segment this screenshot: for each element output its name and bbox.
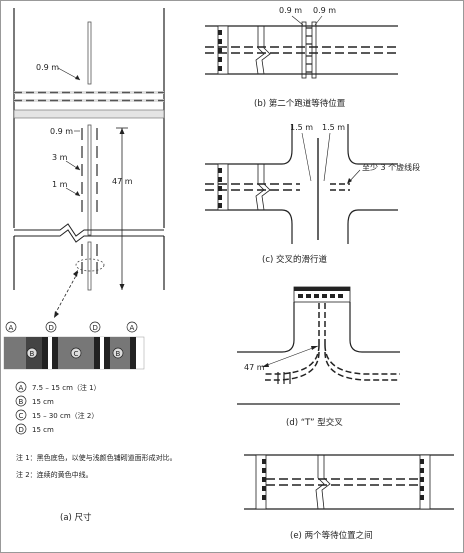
taxiway-edge-tl bbox=[205, 124, 293, 165]
caption-e: (e) 两个等待位置之间 bbox=[290, 530, 373, 541]
svg-text:A: A bbox=[19, 384, 24, 392]
panel-d-dim-47m: 47 m bbox=[244, 363, 265, 372]
centerline-top bbox=[87, 21, 92, 85]
svg-text:D: D bbox=[49, 324, 54, 332]
caption-b: (b) 第二个跑道等待位置 bbox=[254, 98, 346, 109]
t-hold-bar bbox=[293, 286, 351, 303]
legend-d-text: 15 cm bbox=[32, 426, 54, 434]
runway-hold-bar-left bbox=[217, 25, 229, 75]
break-line-lower bbox=[14, 229, 164, 243]
marker-legend: A 7.5 – 15 cm（注 1） B 15 cm C 15 – 30 cm（… bbox=[15, 381, 101, 435]
caption-d: (d) “T” 型交叉 bbox=[286, 417, 343, 428]
note-2: 注 2：连续的黄色中线。 bbox=[16, 470, 93, 479]
dim-47m-label: 47 m bbox=[112, 177, 133, 186]
panel-a: 47 m 0.9 m 0.9 m 3 m 1 m bbox=[3, 8, 177, 523]
svg-text:C: C bbox=[19, 412, 24, 420]
marker-letter-circles: A D D A B C B bbox=[5, 321, 138, 359]
panel-c-dim-right: 1.5 m bbox=[322, 123, 345, 132]
panel-c-dim-left: 1.5 m bbox=[290, 123, 313, 132]
panel-e: (e) 两个等待位置之间 bbox=[244, 454, 454, 541]
taxiway-edge-bl bbox=[205, 209, 293, 244]
svg-text:C: C bbox=[74, 350, 79, 358]
break-line-upper bbox=[14, 223, 164, 237]
legend-c-text: 15 – 30 cm（注 2） bbox=[32, 411, 98, 420]
hold-band-dashed bbox=[14, 91, 164, 102]
taxiway-edge-tr bbox=[347, 124, 398, 165]
svg-text:A: A bbox=[130, 324, 135, 332]
note-1: 注 1：黑色底色，以使与浅颜色铺砌道面形成对比。 bbox=[16, 453, 177, 462]
legend-a-text: 7.5 – 15 cm（注 1） bbox=[32, 383, 101, 392]
panel-b: 0.9 m 0.9 m (b) 第二个跑道等待位置 bbox=[205, 6, 398, 109]
hold-band-solid bbox=[13, 109, 165, 119]
dim-1m-label: 1 m bbox=[52, 180, 68, 189]
dim-3m-label: 3 m bbox=[52, 153, 68, 162]
svg-text:B: B bbox=[30, 350, 35, 358]
break-squiggle bbox=[255, 26, 265, 75]
svg-text:D: D bbox=[19, 426, 24, 434]
panel-b-dim-left: 0.9 m bbox=[279, 6, 302, 15]
taxiway-edge-br bbox=[347, 209, 398, 244]
detail-ellipse bbox=[75, 258, 105, 272]
centerline-mid bbox=[87, 124, 92, 236]
caption-a: (a) 尺寸 bbox=[60, 512, 92, 523]
centerline-lower bbox=[87, 241, 92, 291]
legend-b-text: 15 cm bbox=[32, 398, 54, 406]
panel-c-annotation: 至少 3 个虚线段 bbox=[362, 162, 420, 172]
dim-09m-top-label: 0.9 m bbox=[36, 63, 59, 72]
svg-text:D: D bbox=[93, 324, 98, 332]
caption-c: (c) 交叉的滑行道 bbox=[262, 254, 328, 265]
second-hold-position bbox=[301, 21, 317, 79]
stem-edge-right bbox=[349, 302, 400, 353]
panel-d: 47 m (d) “T” 型交叉 bbox=[237, 286, 400, 428]
svg-text:A: A bbox=[9, 324, 14, 332]
panel-c: 1.5 m 1.5 m 至少 3 个虚线段 (c) 交叉的滑行道 bbox=[205, 123, 420, 265]
svg-text:B: B bbox=[116, 350, 121, 358]
dim-09m-label: 0.9 m bbox=[50, 127, 73, 136]
runway-hold-bar-left-c bbox=[217, 163, 229, 211]
detail-arrow bbox=[53, 271, 79, 317]
hold-bar-e-right bbox=[419, 454, 431, 510]
svg-text:B: B bbox=[19, 398, 24, 406]
panel-b-dim-right: 0.9 m bbox=[313, 6, 336, 15]
hold-bar-e-left bbox=[255, 454, 267, 510]
stem-edge-left bbox=[237, 302, 295, 353]
